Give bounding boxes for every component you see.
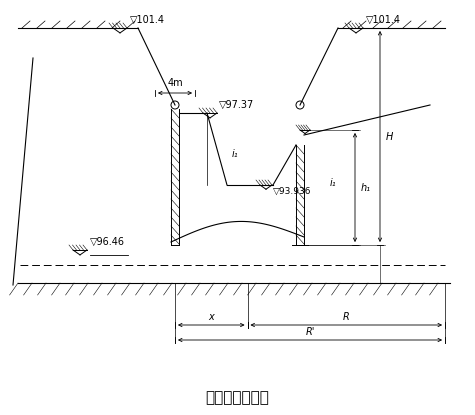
Text: R': R': [305, 327, 314, 337]
Text: ▽101.4: ▽101.4: [366, 15, 401, 25]
Text: ▽93.936: ▽93.936: [273, 187, 312, 196]
Text: 4m: 4m: [167, 78, 183, 88]
Text: i₁: i₁: [330, 178, 337, 188]
Text: h₁: h₁: [361, 183, 371, 193]
Text: H: H: [386, 132, 393, 142]
Text: ▽101.4: ▽101.4: [130, 15, 165, 25]
Text: 涌水量计算简图: 涌水量计算简图: [205, 391, 269, 405]
Text: ▽97.37: ▽97.37: [219, 100, 254, 110]
Text: i₁: i₁: [232, 149, 238, 159]
Text: R: R: [343, 312, 350, 322]
Text: ▽96.46: ▽96.46: [90, 237, 125, 247]
Text: x: x: [209, 312, 214, 322]
